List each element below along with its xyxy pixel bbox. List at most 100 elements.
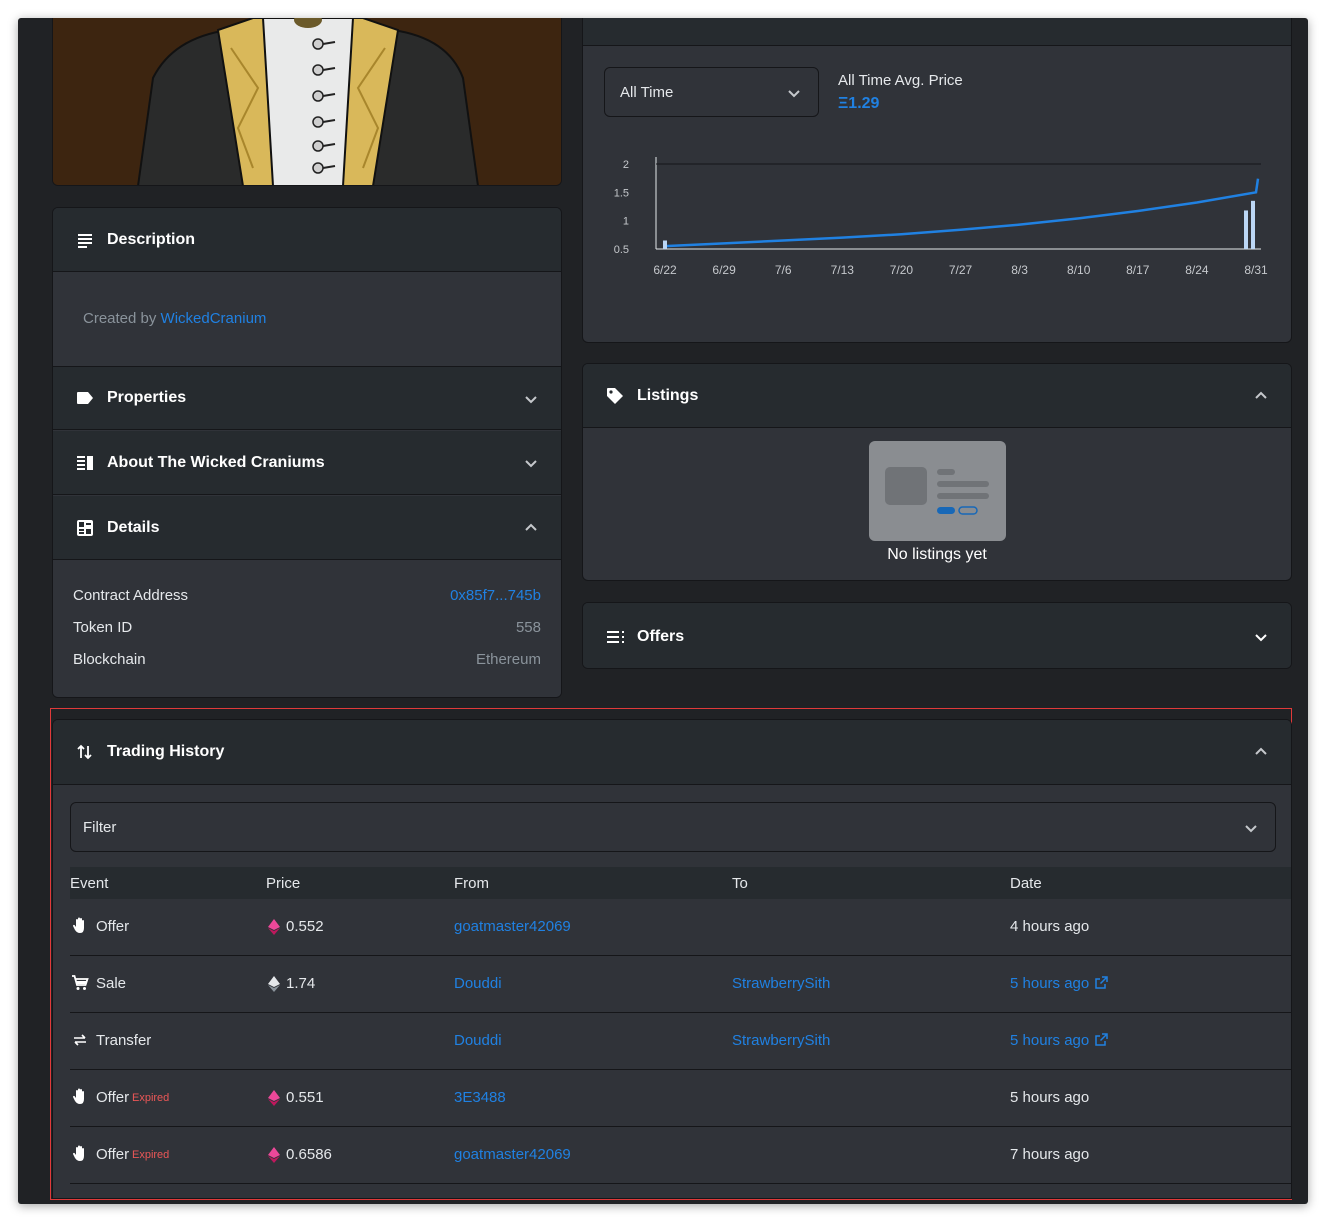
expired-badge: Expired [132,1092,170,1104]
table-row: Offer 0.552 goatmaster42069 4 hours ago [70,899,1291,956]
date-text: 5 hours ago [1010,1089,1090,1106]
app-frame: Description Created by WickedCranium Pro… [18,18,1308,1204]
date-link[interactable]: 5 hours ago [1010,1032,1109,1049]
x-tick-label: 7/13 [831,263,855,277]
external-link-icon [1089,975,1109,992]
table-header: Event Price From To Date [70,867,1291,899]
chevron-down-icon[interactable] [521,453,541,473]
contract-address-link[interactable]: 0x85f7...745b [450,587,541,604]
blockchain-label: Blockchain [73,651,146,668]
no-listings-text: No listings yet [887,546,987,563]
filter-label: Filter [83,818,117,836]
trading-history-header[interactable]: Trading History [53,720,1291,785]
weth-icon [268,1090,280,1110]
volume-bar[interactable] [663,240,667,250]
about-title: About The Wicked Craniums [107,453,325,471]
from-account-link[interactable]: goatmaster42069 [454,1146,571,1163]
hand-icon [70,1144,90,1168]
chevron-up-icon[interactable] [1251,386,1271,406]
properties-header[interactable]: Properties [53,366,561,430]
event-name: Offer [96,1146,130,1163]
chevron-down-icon [788,90,800,98]
event-filter-select[interactable]: Filter [70,802,1276,852]
details-title: Details [107,518,160,536]
empty-listing-illustration [869,441,1006,541]
y-tick-label: 1 [623,216,629,228]
avg-price-label: All Time Avg. Price [838,72,963,89]
event-name: Offer [96,918,130,935]
date-text: 4 hours ago [1010,918,1090,935]
listings-panel: Listings No listings yet [582,363,1292,581]
x-tick-label: 7/27 [949,263,973,277]
description-body: Created by WickedCranium [53,273,561,366]
chevron-up-icon[interactable] [521,518,541,538]
detail-row-blockchain: Blockchain Ethereum [73,651,541,669]
notes-icon [78,233,92,248]
details-header[interactable]: Details [53,496,561,560]
table-row: Offer Expired 0.551 3E3488 5 hours ago [70,1070,1291,1127]
date-text: 5 hours ago [1010,1032,1090,1049]
date-text: 7 hours ago [1010,1146,1090,1163]
event-price: 0.552 [286,918,324,935]
dashboard-icon [77,519,93,536]
col-from: From [454,875,489,892]
table-row: Offer Expired 0.6586 goatmaster42069 7 hours… [70,1127,1291,1184]
from-account-link[interactable]: goatmaster42069 [454,918,571,935]
volume-bar[interactable] [1251,200,1255,249]
y-tick-label: 2 [623,159,629,171]
cart-icon [70,973,90,997]
hand-icon [70,916,90,940]
price-history-header [583,18,1291,46]
weth-icon [268,919,280,939]
contract-label: Contract Address [73,587,189,604]
price-history-panel: All Time All Time Avg. Price Ξ1.29 2 1.5 1… [582,18,1292,343]
chevron-up-icon[interactable] [1251,742,1271,762]
detail-row-contract: Contract Address 0x85f7...745b [73,587,541,605]
swap-vertical-icon [77,744,92,760]
listings-header[interactable]: Listings [583,364,1291,428]
created-by-label: Created by [83,310,157,327]
col-event: Event [70,875,109,892]
x-tick-label: 8/17 [1126,263,1150,277]
col-date: Date [1010,875,1042,892]
token-id-label: Token ID [73,619,133,636]
date-text: 5 hours ago [1010,975,1090,992]
x-tick-label: 8/3 [1011,263,1028,277]
x-tick-label: 7/6 [775,263,792,277]
eth-icon [268,976,280,996]
chevron-down-icon[interactable] [1251,627,1271,647]
properties-title: Properties [107,389,187,406]
detail-row-token: Token ID 558 [73,619,541,637]
description-header[interactable]: Description [53,208,561,272]
offers-header[interactable]: Offers [583,603,1291,668]
x-tick-label: 6/29 [712,263,736,277]
external-link-icon [1089,1032,1109,1049]
left-accordion: Description Created by WickedCranium Pro… [52,207,562,698]
details-body: Contract Address 0x85f7...745b Token ID … [53,561,561,697]
description-title: Description [107,230,196,248]
event-price: 0.6586 [286,1146,332,1163]
expired-badge: Expired [132,1149,170,1161]
from-account-link[interactable]: Douddi [454,975,502,992]
token-id-value: 558 [515,619,541,636]
offers-panel: Offers [582,602,1292,669]
creator-link[interactable]: WickedCranium [160,310,267,327]
created-by-line: Created by WickedCranium [83,310,266,327]
x-tick-label: 7/20 [890,263,914,277]
col-to: To [732,875,748,892]
event-name: Transfer [96,1032,152,1049]
date-link[interactable]: 5 hours ago [1010,975,1109,992]
offers-title: Offers [637,627,685,645]
about-header[interactable]: About The Wicked Craniums [53,431,561,495]
from-account-link[interactable]: 3E3488 [454,1089,506,1106]
chevron-down-icon[interactable] [521,389,541,409]
to-account-link[interactable]: StrawberrySith [732,975,831,992]
from-account-link[interactable]: Douddi [454,1032,502,1049]
to-account-link[interactable]: StrawberrySith [732,1032,831,1049]
price-chart: 2 1.5 1 0.5 6/22 6/29 7/6 7/13 7/20 7/27 8/3 8/10 8/… [614,157,1268,277]
time-range-value: All Time [620,83,674,101]
volume-bar[interactable] [1244,210,1248,249]
table-row: Sale 1.74 Douddi StrawberrySith 5 hours ago [70,956,1291,1013]
time-range-select[interactable]: All Time [604,67,819,117]
event-price: 0.551 [286,1089,324,1106]
